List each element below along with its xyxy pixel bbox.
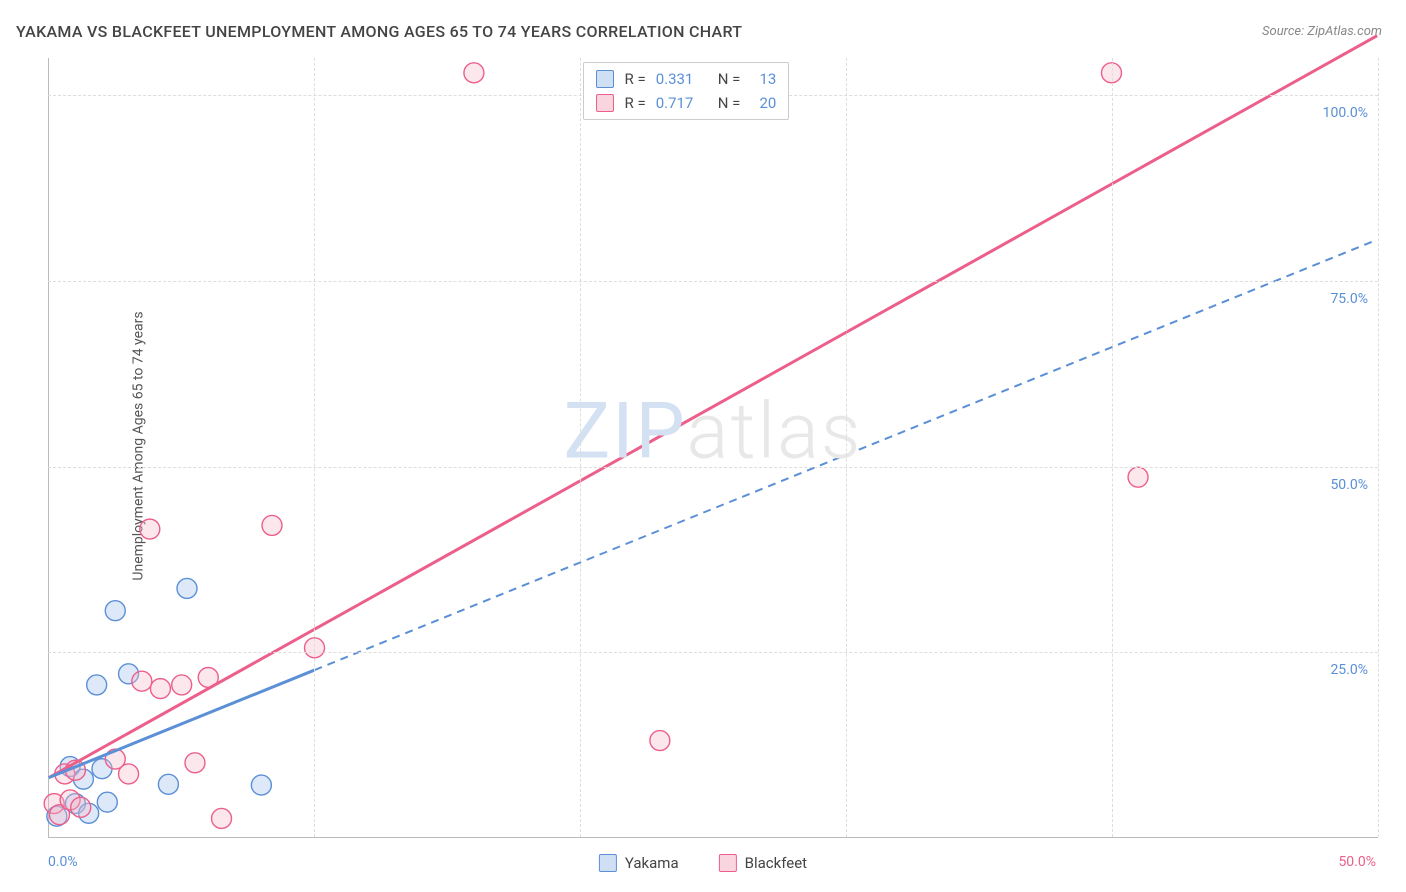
gridline-v — [314, 58, 315, 837]
y-axis-tick: 75.0% — [1330, 291, 1368, 307]
scatter-point — [119, 764, 139, 784]
x-axis-tick-max: 50.0% — [1338, 854, 1376, 870]
scatter-point — [464, 63, 484, 83]
scatter-point — [105, 601, 125, 621]
legend-item-blackfeet: Blackfeet — [719, 854, 807, 872]
legend-row-yakama: R = 0.331 N = 13 — [596, 67, 776, 91]
chart-title: YAKAMA VS BLACKFEET UNEMPLOYMENT AMONG A… — [16, 22, 742, 41]
scatter-point — [172, 675, 192, 695]
legend-swatch-yakama — [596, 70, 614, 88]
scatter-point — [132, 671, 152, 691]
scatter-point — [150, 679, 170, 699]
series-legend: Yakama Blackfeet — [599, 854, 807, 872]
scatter-point — [158, 774, 178, 794]
gridline-v — [580, 58, 581, 837]
plot-svg — [48, 58, 1378, 837]
gridline-v — [1378, 58, 1379, 837]
legend-n-label: N = — [718, 91, 741, 115]
gridline-v — [846, 58, 847, 837]
y-axis-tick: 25.0% — [1330, 662, 1368, 678]
scatter-point — [140, 519, 160, 539]
legend-swatch-blackfeet — [596, 94, 614, 112]
legend-label: Yakama — [625, 854, 679, 872]
legend-r-label: R = — [624, 91, 645, 115]
scatter-point — [185, 753, 205, 773]
legend-item-yakama: Yakama — [599, 854, 679, 872]
legend-r-value: 0.717 — [656, 91, 708, 115]
legend-r-label: R = — [624, 67, 645, 91]
gridline-v — [1112, 58, 1113, 837]
scatter-point — [71, 797, 91, 817]
scatter-point — [251, 775, 271, 795]
y-axis-tick: 50.0% — [1330, 477, 1368, 493]
scatter-point — [87, 675, 107, 695]
legend-n-value: 20 — [750, 91, 776, 115]
legend-row-blackfeet: R = 0.717 N = 20 — [596, 91, 776, 115]
legend-swatch-blackfeet — [719, 854, 737, 872]
trend-line-blackfeet — [49, 36, 1377, 778]
legend-n-value: 13 — [750, 67, 776, 91]
legend-n-label: N = — [718, 67, 741, 91]
x-axis-tick-min: 0.0% — [48, 854, 78, 870]
correlation-legend: R = 0.331 N = 13 R = 0.717 N = 20 — [583, 62, 789, 120]
plot-area: ZIPatlas 25.0%50.0%75.0%100.0% — [48, 58, 1378, 838]
scatter-point — [212, 808, 232, 828]
legend-label: Blackfeet — [745, 854, 807, 872]
scatter-point — [1128, 467, 1148, 487]
source-attribution: Source: ZipAtlas.com — [1262, 24, 1382, 39]
scatter-point — [97, 792, 117, 812]
gridline-h — [48, 467, 1378, 468]
scatter-point — [177, 578, 197, 598]
gridline-h — [48, 281, 1378, 282]
y-axis-tick: 100.0% — [1323, 105, 1368, 121]
gridline-h — [48, 652, 1378, 653]
scatter-point — [650, 731, 670, 751]
legend-swatch-yakama — [599, 854, 617, 872]
legend-r-value: 0.331 — [656, 67, 708, 91]
scatter-point — [262, 515, 282, 535]
